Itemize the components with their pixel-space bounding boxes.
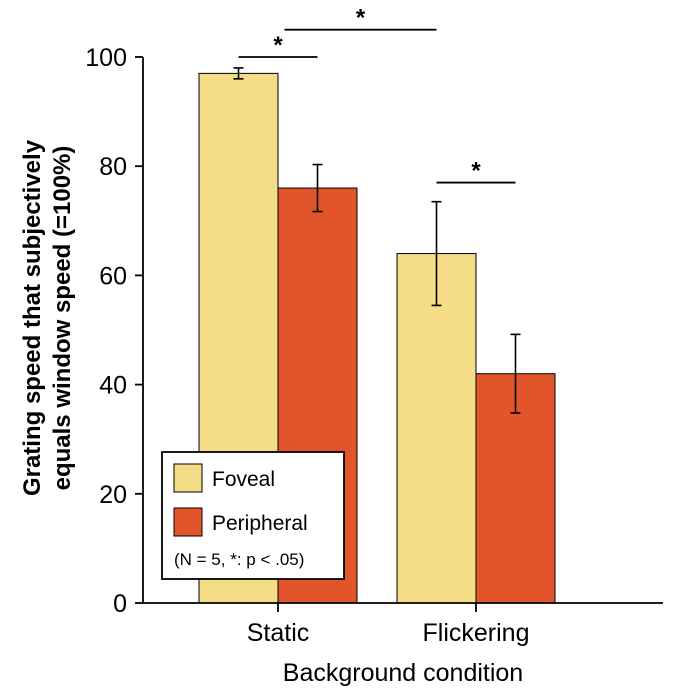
y-tick-label-20: 20	[99, 481, 127, 509]
y-axis-title-line-2: equals window speed (=100%)	[49, 146, 76, 491]
bar-foveal-flickering	[396, 253, 477, 604]
x-tick-label-static: Static	[247, 619, 310, 647]
significance-star-1: *	[273, 32, 283, 59]
legend-swatch-peripheral	[173, 507, 203, 537]
y-tick-label-100: 100	[85, 44, 127, 72]
y-tick-label-60: 60	[99, 262, 127, 290]
legend-label-peripheral: Peripheral	[212, 512, 308, 535]
legend-label-foveal: Foveal	[212, 468, 275, 491]
x-tick-label-flickering: Flickering	[423, 619, 530, 647]
legend-note: (N = 5, *: p < .05)	[174, 550, 304, 569]
labels-layer: 0 20 40 60 80 100 Static Flickering Background c…	[19, 44, 530, 687]
y-axis-title-line-1: Grating speed that subjectively	[19, 139, 46, 496]
y-tick-label-80: 80	[99, 153, 127, 181]
y-tick-label-0: 0	[113, 590, 127, 618]
legend-swatch-foveal	[173, 463, 203, 493]
y-tick-label-40: 40	[99, 372, 127, 400]
legend: Foveal Peripheral (N = 5, *: p < .05)	[161, 451, 345, 580]
error-bars-layer	[233, 67, 521, 414]
significance-star-2: *	[356, 5, 366, 32]
significance-layer: * * *	[238, 5, 516, 185]
x-axis-title: Background condition	[283, 659, 523, 686]
axis-layer	[135, 56, 663, 612]
significance-star-3: *	[471, 158, 481, 185]
